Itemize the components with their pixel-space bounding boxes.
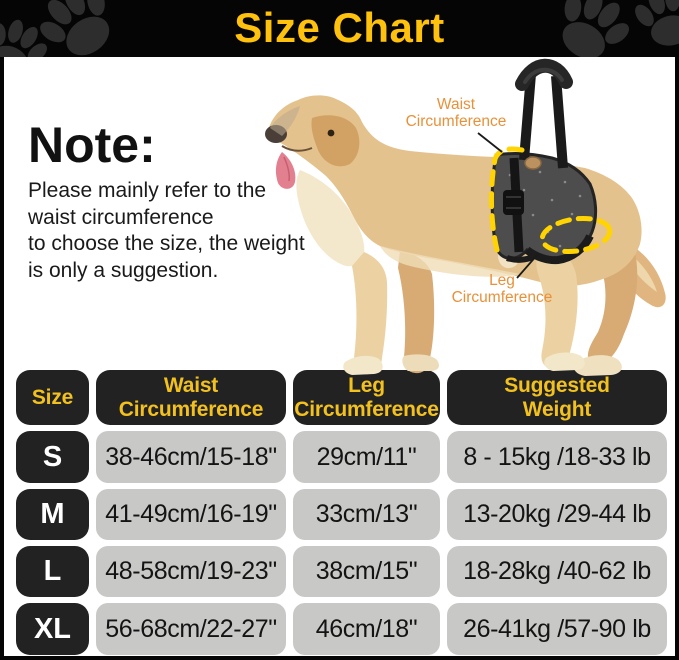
leg-value-m: 33cm/13" [293, 489, 440, 540]
note-heading: Note: [28, 117, 156, 173]
column-header-weight: Suggested Weight [447, 370, 667, 425]
note-block: Note: Please mainly refer to the waist c… [28, 116, 305, 284]
page-title: Size Chart [234, 4, 445, 51]
size-label-l: L [16, 546, 89, 597]
weight-value-xl: 26-41kg /57-90 lb [447, 603, 667, 655]
column-header-waist: Waist Circumference [96, 370, 286, 425]
waist-value-m: 41-49cm/16-19" [96, 489, 286, 540]
size-label-xl: XL [16, 603, 89, 655]
waist-circumference-label: Waist Circumference [405, 96, 507, 130]
waist-value-s: 38-46cm/15-18" [96, 431, 286, 483]
size-label-m: M [16, 489, 89, 540]
waist-value-l: 48-58cm/19-23" [96, 546, 286, 597]
banner: Size Chart [0, 0, 679, 57]
leg-value-xl: 46cm/18" [293, 603, 440, 655]
weight-value-s: 8 - 15kg /18-33 lb [447, 431, 667, 483]
column-header-leg: Leg Circumference [293, 370, 440, 425]
weight-value-m: 13-20kg /29-44 lb [447, 489, 667, 540]
size-label-s: S [16, 431, 89, 483]
note-text: Please mainly refer to the waist circumf… [28, 179, 305, 282]
size-table: Size Waist Circumference Leg Circumferen… [16, 370, 667, 655]
weight-value-l: 18-28kg /40-62 lb [447, 546, 667, 597]
waist-value-xl: 56-68cm/22-27" [96, 603, 286, 655]
leg-value-s: 29cm/11" [293, 431, 440, 483]
leg-circumference-label: Leg Circumference [451, 272, 553, 306]
leg-value-l: 38cm/15" [293, 546, 440, 597]
column-header-size: Size [16, 370, 89, 425]
